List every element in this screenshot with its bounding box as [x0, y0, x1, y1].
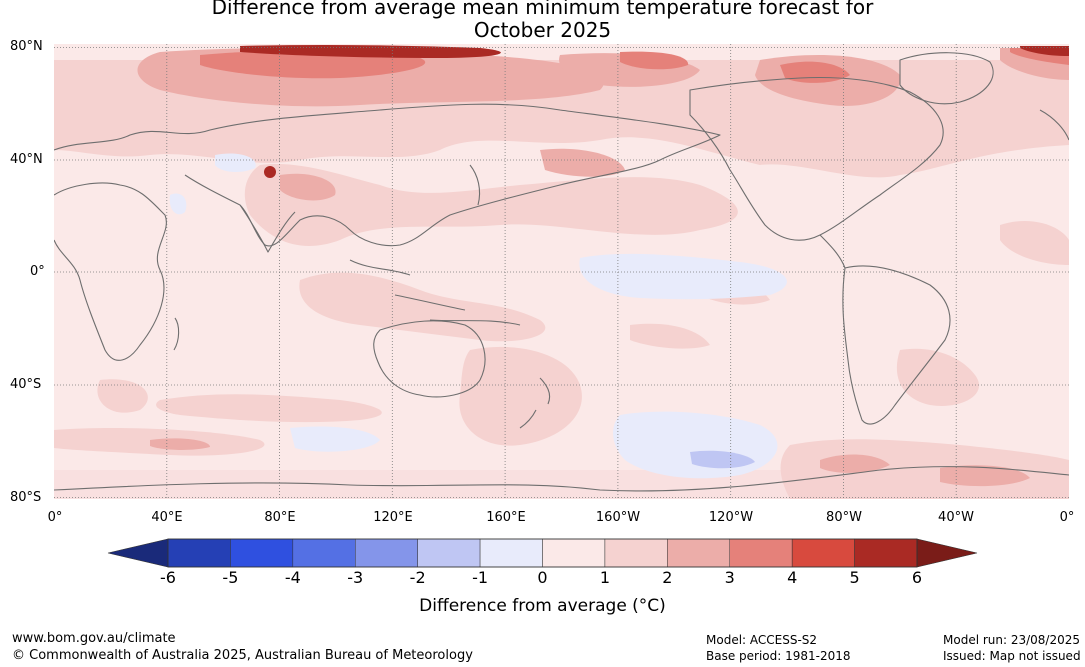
lat-label-0: 0°: [30, 264, 45, 279]
colorbar-tick-label: 5: [849, 568, 860, 587]
lon-label-160w: 160°W: [595, 510, 641, 525]
lon-label-0-left: 0°: [47, 510, 63, 525]
colorbar-tick-label: 3: [724, 568, 735, 587]
colorbar-bin: [292, 538, 356, 568]
lon-label-80e: 80°E: [264, 510, 296, 525]
map-gridlines: [54, 44, 1069, 499]
colorbar-label: Difference from average (°C): [419, 596, 666, 616]
footer-issued: Issued: Map not issued: [943, 649, 1081, 663]
lon-label-80w: 80°W: [826, 510, 862, 525]
colorbar-bin: [729, 538, 793, 568]
title-line-2: October 2025: [473, 18, 612, 42]
lon-label-0-right: 0°: [1059, 510, 1075, 525]
colorbar-tick-label: 0: [537, 568, 548, 587]
map-title: Difference from average mean minimum tem…: [0, 0, 1085, 42]
colorbar: [107, 538, 978, 568]
colorbar-bin: [604, 538, 668, 568]
colorbar-tick-label: -2: [409, 568, 426, 587]
lon-label-120w: 120°W: [708, 510, 754, 525]
anomaly-band-5-plus: [240, 44, 1069, 178]
colorbar-bin: [355, 538, 418, 568]
title-line-1: Difference from average mean minimum tem…: [211, 0, 874, 19]
coastlines: [54, 52, 1069, 492]
footer-copyright: © Commonwealth of Australia 2025, Austra…: [12, 648, 473, 663]
footer-model: Model: ACCESS-S2: [706, 633, 818, 647]
anomaly-band-neg-2: [690, 450, 755, 469]
colorbar-bin: [479, 538, 543, 568]
colorbar-below-min: [107, 538, 169, 568]
colorbar-bin: [667, 538, 730, 568]
footer-website[interactable]: www.bom.gov.au/climate: [12, 631, 176, 646]
lat-label-80n: 80°N: [10, 39, 43, 54]
lat-label-40n: 40°N: [10, 152, 43, 167]
colorbar-tick-label: -4: [284, 568, 301, 587]
colorbar-bin: [542, 538, 606, 568]
colorbar-tick-label: -1: [472, 568, 489, 587]
lat-label-40s: 40°S: [10, 377, 42, 392]
colorbar-bin: [230, 538, 294, 568]
colorbar-tick-label: -5: [222, 568, 239, 587]
lon-label-40w: 40°W: [938, 510, 974, 525]
lon-label-120e: 120°E: [373, 510, 413, 525]
footer-base-period: Base period: 1981-2018: [706, 649, 851, 663]
colorbar-tick-label: -6: [160, 568, 176, 587]
colorbar-tick-label: 1: [599, 568, 610, 587]
lat-label-80s: 80°S: [10, 490, 42, 505]
lon-label-40e: 40°E: [151, 510, 183, 525]
colorbar-above-max: [916, 538, 978, 568]
colorbar-bin: [791, 538, 855, 568]
colorbar-tick-label: 4: [787, 568, 798, 587]
lon-label-160e: 160°E: [486, 510, 526, 525]
colorbar-tick-label: 2: [662, 568, 673, 587]
anomaly-band-1-2: [54, 60, 1069, 499]
colorbar-bin: [417, 538, 481, 568]
colorbar-bins: [167, 538, 918, 568]
colorbar-tick-label: 6: [911, 568, 923, 587]
colorbar-bin: [167, 538, 231, 568]
colorbar-bin: [854, 538, 918, 568]
footer-model-run: Model run: 23/08/2025: [943, 633, 1081, 647]
colorbar-tick-label: -3: [347, 568, 364, 587]
